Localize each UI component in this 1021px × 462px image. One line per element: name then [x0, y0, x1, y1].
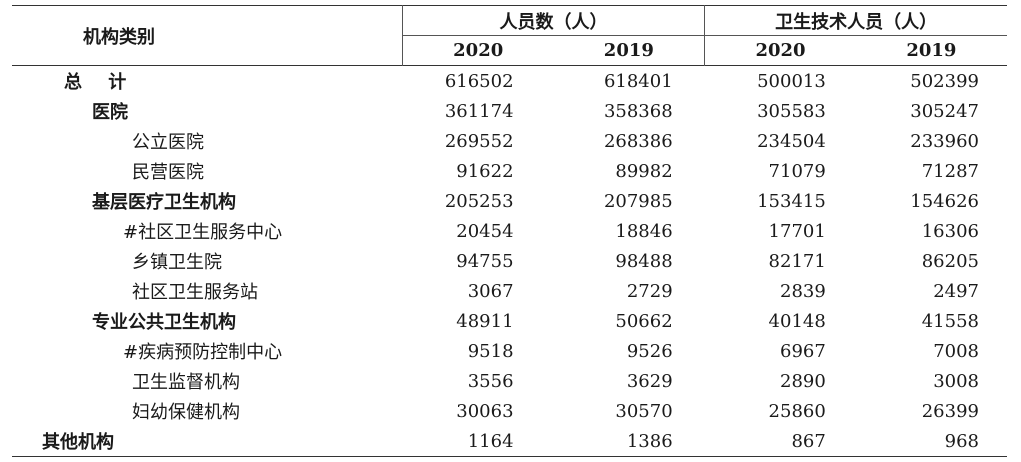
cell-value: 20454 [456, 220, 514, 242]
header-health-tech-staff: 卫生技术人员（人） [704, 5, 1007, 36]
cell-value: 2839 [780, 280, 826, 302]
table-row: 专业公共卫生机构 48911 50662 40148 41558 [12, 306, 1007, 336]
cell-value: 2497 [933, 280, 979, 302]
cell-value: 502399 [855, 65, 1007, 96]
cell-value: 50662 [615, 310, 673, 332]
cell-value: 94755 [456, 250, 514, 272]
row-label: #疾病预防控制中心 [123, 342, 283, 363]
cell-value: 6967 [780, 340, 826, 362]
row-label: 妇幼保健机构 [132, 402, 240, 423]
table-header: 机构类别 人员数（人） 卫生技术人员（人） 2020 2019 2020 201… [12, 5, 1007, 66]
cell-value: 618401 [553, 65, 705, 96]
cell-value: 2729 [626, 280, 673, 302]
cell-value: 30063 [456, 400, 514, 422]
cell-value: 2890 [780, 370, 826, 392]
cell-value: 1164 [402, 426, 554, 457]
cell-value: 30570 [615, 400, 673, 422]
table-row: 乡镇卫生院 94755 98488 82171 86205 [12, 246, 1007, 276]
cell-value: 358368 [603, 100, 673, 122]
header-year: 2020 [453, 40, 504, 61]
row-label: 民营医院 [132, 162, 204, 183]
cell-value: 40148 [768, 310, 826, 332]
row-label: 社区卫生服务站 [132, 282, 258, 303]
cell-value: 268386 [603, 130, 673, 152]
cell-value: 89982 [615, 160, 673, 182]
table-row: #社区卫生服务中心 20454 18846 17701 16306 [12, 216, 1007, 246]
table-row: 总 计 616502 618401 500013 502399 [12, 65, 1007, 96]
table-row: 妇幼保健机构 30063 30570 25860 26399 [12, 396, 1007, 426]
statistics-table: 机构类别 人员数（人） 卫生技术人员（人） 2020 2019 2020 201… [12, 5, 1007, 457]
table-row: 其他机构 1164 1386 867 968 [12, 426, 1007, 457]
cell-value: 18846 [615, 220, 673, 242]
cell-value: 153415 [757, 190, 826, 212]
row-label: 公立医院 [132, 132, 204, 153]
cell-value: 86205 [921, 250, 979, 272]
table-row: 民营医院 91622 89982 71079 71287 [12, 156, 1007, 186]
cell-value: 9526 [626, 340, 673, 362]
cell-value: 3629 [626, 370, 673, 392]
table-row: 医院 361174 358368 305583 305247 [12, 96, 1007, 126]
table-row: 基层医疗卫生机构 205253 207985 153415 154626 [12, 186, 1007, 216]
cell-value: 305583 [757, 100, 826, 122]
cell-value: 154626 [910, 190, 979, 212]
cell-value: 71079 [768, 160, 826, 182]
row-label: 总 计 [12, 65, 403, 96]
header-staff-count: 人员数（人） [402, 5, 706, 36]
cell-value: 205253 [444, 190, 514, 212]
table-row: 公立医院 269552 268386 234504 233960 [12, 126, 1007, 156]
header-year: 2020 [755, 40, 806, 61]
table-row: 社区卫生服务站 3067 2729 2839 2497 [12, 276, 1007, 306]
table-body: 总 计 616502 618401 500013 502399 医院 361174 35836… [12, 65, 1007, 457]
row-label: 医院 [92, 102, 128, 123]
row-label: 专业公共卫生机构 [92, 312, 236, 333]
cell-value: 3067 [467, 280, 514, 302]
cell-value: 3556 [467, 370, 514, 392]
cell-value: 867 [704, 426, 856, 457]
cell-value: 98488 [615, 250, 673, 272]
row-label: 卫生监督机构 [132, 372, 240, 393]
cell-value: 41558 [921, 310, 979, 332]
cell-value: 361174 [444, 100, 514, 122]
table-row: 卫生监督机构 3556 3629 2890 3008 [12, 366, 1007, 396]
cell-value: 9518 [467, 340, 514, 362]
cell-value: 26399 [921, 400, 979, 422]
cell-value: 25860 [768, 400, 826, 422]
cell-value: 71287 [921, 160, 979, 182]
cell-value: 616502 [402, 65, 554, 96]
cell-value: 968 [855, 426, 1007, 457]
row-label: 乡镇卫生院 [132, 252, 222, 273]
cell-value: 3008 [933, 370, 979, 392]
cell-value: 207985 [603, 190, 673, 212]
cell-value: 82171 [768, 250, 826, 272]
cell-value: 1386 [553, 426, 705, 457]
cell-value: 17701 [768, 220, 826, 242]
cell-value: 233960 [910, 130, 979, 152]
header-year: 2019 [553, 35, 706, 66]
cell-value: 500013 [704, 65, 856, 96]
header-year: 2019 [906, 40, 957, 61]
cell-value: 234504 [757, 130, 826, 152]
table-row: #疾病预防控制中心 9518 9526 6967 7008 [12, 336, 1007, 366]
row-label: 其他机构 [12, 426, 403, 457]
cell-value: 305247 [910, 100, 979, 122]
row-label: 基层医疗卫生机构 [92, 192, 236, 213]
row-label: #社区卫生服务中心 [123, 222, 283, 243]
header-category: 机构类别 [12, 5, 403, 66]
cell-value: 7008 [933, 340, 979, 362]
cell-value: 48911 [456, 310, 514, 332]
cell-value: 91622 [456, 160, 514, 182]
cell-value: 16306 [921, 220, 979, 242]
cell-value: 269552 [444, 130, 514, 152]
